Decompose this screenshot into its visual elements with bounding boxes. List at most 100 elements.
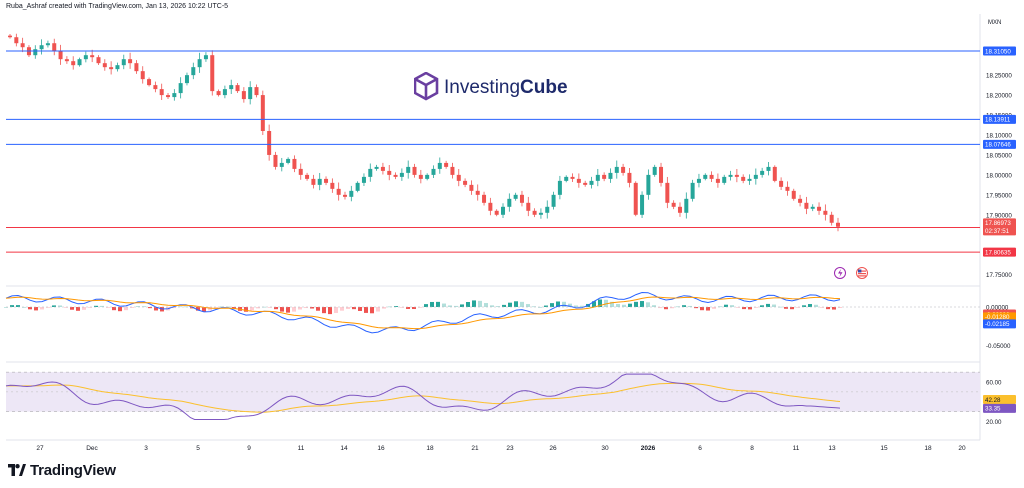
macd-tick-label: 0.00000 (986, 305, 1009, 312)
macd-histogram-bar (604, 299, 608, 307)
candle-body (349, 190, 354, 197)
candle-body (646, 174, 651, 195)
candle-body (791, 190, 796, 199)
macd-histogram-bar (802, 305, 806, 307)
candle-body (671, 202, 676, 207)
macd-histogram-bar (154, 307, 158, 311)
macd-tick-label: -0.05000 (986, 343, 1011, 350)
time-tick-label: 15 (880, 445, 888, 452)
macd-histogram-bar (250, 307, 254, 311)
last-price-label: 17.86973 (985, 220, 1011, 227)
macd-histogram-bar (796, 307, 800, 308)
macd-histogram-bar (400, 307, 404, 308)
tradingview-logo-icon (8, 464, 26, 476)
macd-histogram-bar (694, 307, 698, 309)
macd-histogram-bar (646, 302, 650, 307)
last-price-bg (983, 218, 1016, 236)
candle-body (810, 206, 815, 209)
macd-histogram-bar (436, 301, 440, 307)
signal-line (5, 296, 841, 330)
candle-body (324, 178, 329, 183)
macd-histogram-bar (526, 304, 530, 307)
macd-histogram-bar (370, 307, 374, 314)
candle-body (406, 166, 411, 173)
macd-histogram-bar (496, 306, 500, 307)
macd-histogram-bar (754, 307, 758, 308)
macd-histogram-bar (16, 305, 20, 307)
macd-histogram-bar (622, 304, 626, 307)
macd-line (5, 291, 841, 334)
macd-histogram-bar (544, 305, 548, 307)
macd-histogram-bar (292, 307, 296, 312)
macd-histogram-bar (40, 307, 44, 310)
macd-histogram-bar (766, 303, 770, 307)
tradingview-footer: TradingView (8, 462, 116, 479)
macd-histogram-bar (124, 307, 128, 311)
macd-histogram-bar (346, 307, 350, 309)
macd-histogram-bar (214, 307, 218, 309)
macd-histogram-bar (808, 304, 812, 307)
candle-body (425, 174, 430, 179)
candle-body (166, 95, 171, 98)
price-tick-label: 17.90000 (986, 212, 1012, 219)
macd-histogram-bar (562, 301, 566, 307)
tradingview-text: TradingView (29, 462, 116, 479)
candle-body (557, 180, 562, 195)
macd-histogram-bar (466, 302, 470, 307)
macd-histogram-bar (244, 307, 248, 312)
macd-histogram-bar (148, 307, 152, 309)
candle-body (317, 178, 322, 185)
macd-histogram-bar (106, 307, 110, 308)
time-tick-label: 2026 (641, 445, 656, 452)
candle-body (361, 176, 366, 183)
macd-histogram-bar (304, 307, 308, 309)
macd-histogram-bar (688, 305, 692, 307)
price-tick-label: 17.95000 (986, 192, 1012, 199)
candle-body (602, 174, 607, 179)
macd-histogram-bar (130, 307, 134, 308)
macd-histogram-bar (790, 307, 794, 310)
macd-histogram-bar (352, 307, 356, 310)
candle-body (260, 95, 265, 131)
candle-body (311, 178, 316, 185)
candle-body (355, 182, 360, 191)
candle-body (551, 194, 556, 207)
macd-histogram-bar (670, 307, 674, 309)
macd-histogram-bar (112, 307, 116, 311)
candle-body (715, 178, 720, 183)
rsi-tick-label: 60.00 (986, 380, 1002, 387)
candle-body (589, 180, 594, 185)
time-tick-label: 18 (426, 445, 434, 452)
candle-body (153, 85, 158, 90)
macd-histogram-bar (82, 307, 86, 310)
candle-body (463, 180, 468, 185)
candle-body (292, 158, 297, 169)
macd-histogram-bar (328, 307, 332, 315)
macd-histogram-bar (316, 307, 320, 311)
macd-histogram-bar (412, 307, 416, 310)
time-tick-label: 3 (144, 445, 148, 452)
candle-body (532, 210, 537, 215)
symbol-label: MXN (988, 20, 1002, 26)
candle-body (20, 43, 25, 48)
candle-body (134, 63, 139, 72)
candle-body (8, 35, 12, 38)
candle-body (501, 206, 506, 215)
candle-body (368, 168, 373, 177)
candle-body (703, 174, 708, 179)
macd-histogram-bar (628, 303, 632, 307)
candle-body (71, 61, 76, 66)
candle-body (829, 214, 834, 223)
macd-histogram-bar (70, 307, 74, 310)
macd-histogram-bar (784, 307, 788, 309)
candle-body (14, 37, 19, 44)
macd-histogram-bar (652, 305, 656, 307)
macd-histogram-bar (454, 305, 458, 307)
macd-histogram-bar (772, 304, 776, 307)
candle-body (393, 174, 398, 177)
macd-histogram-bar (712, 307, 716, 309)
rsi-value-label: 33.35 (985, 406, 1001, 413)
time-tick-label: 16 (377, 445, 385, 452)
